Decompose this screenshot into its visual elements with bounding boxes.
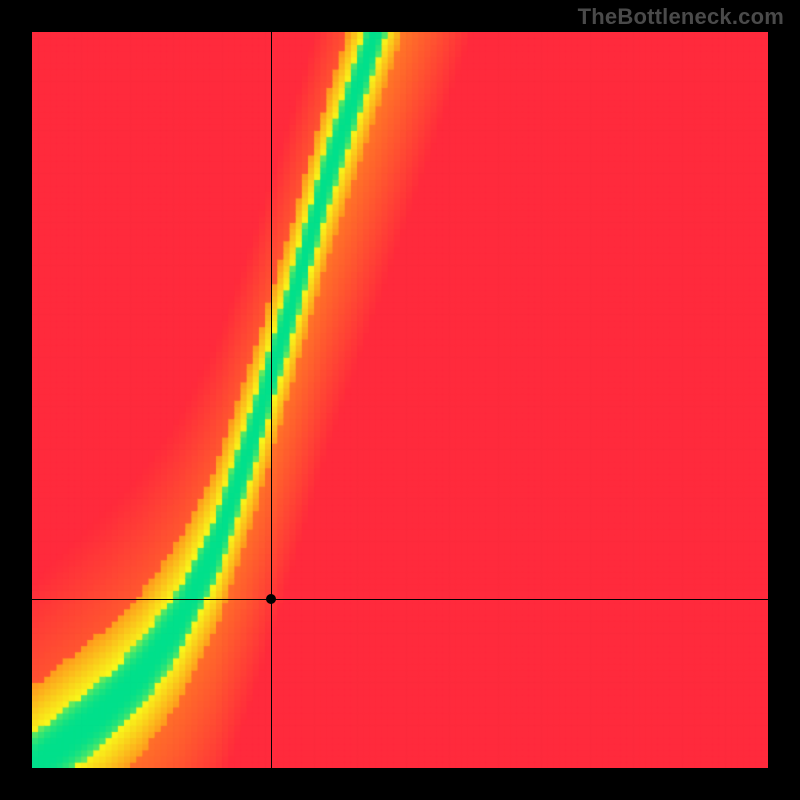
chart-container: TheBottleneck.com — [0, 0, 800, 800]
selection-marker — [266, 594, 276, 604]
bottleneck-heatmap — [32, 32, 768, 768]
watermark-text: TheBottleneck.com — [578, 4, 784, 30]
crosshair-horizontal — [32, 599, 768, 600]
plot-area — [32, 32, 768, 768]
crosshair-vertical — [271, 32, 272, 768]
